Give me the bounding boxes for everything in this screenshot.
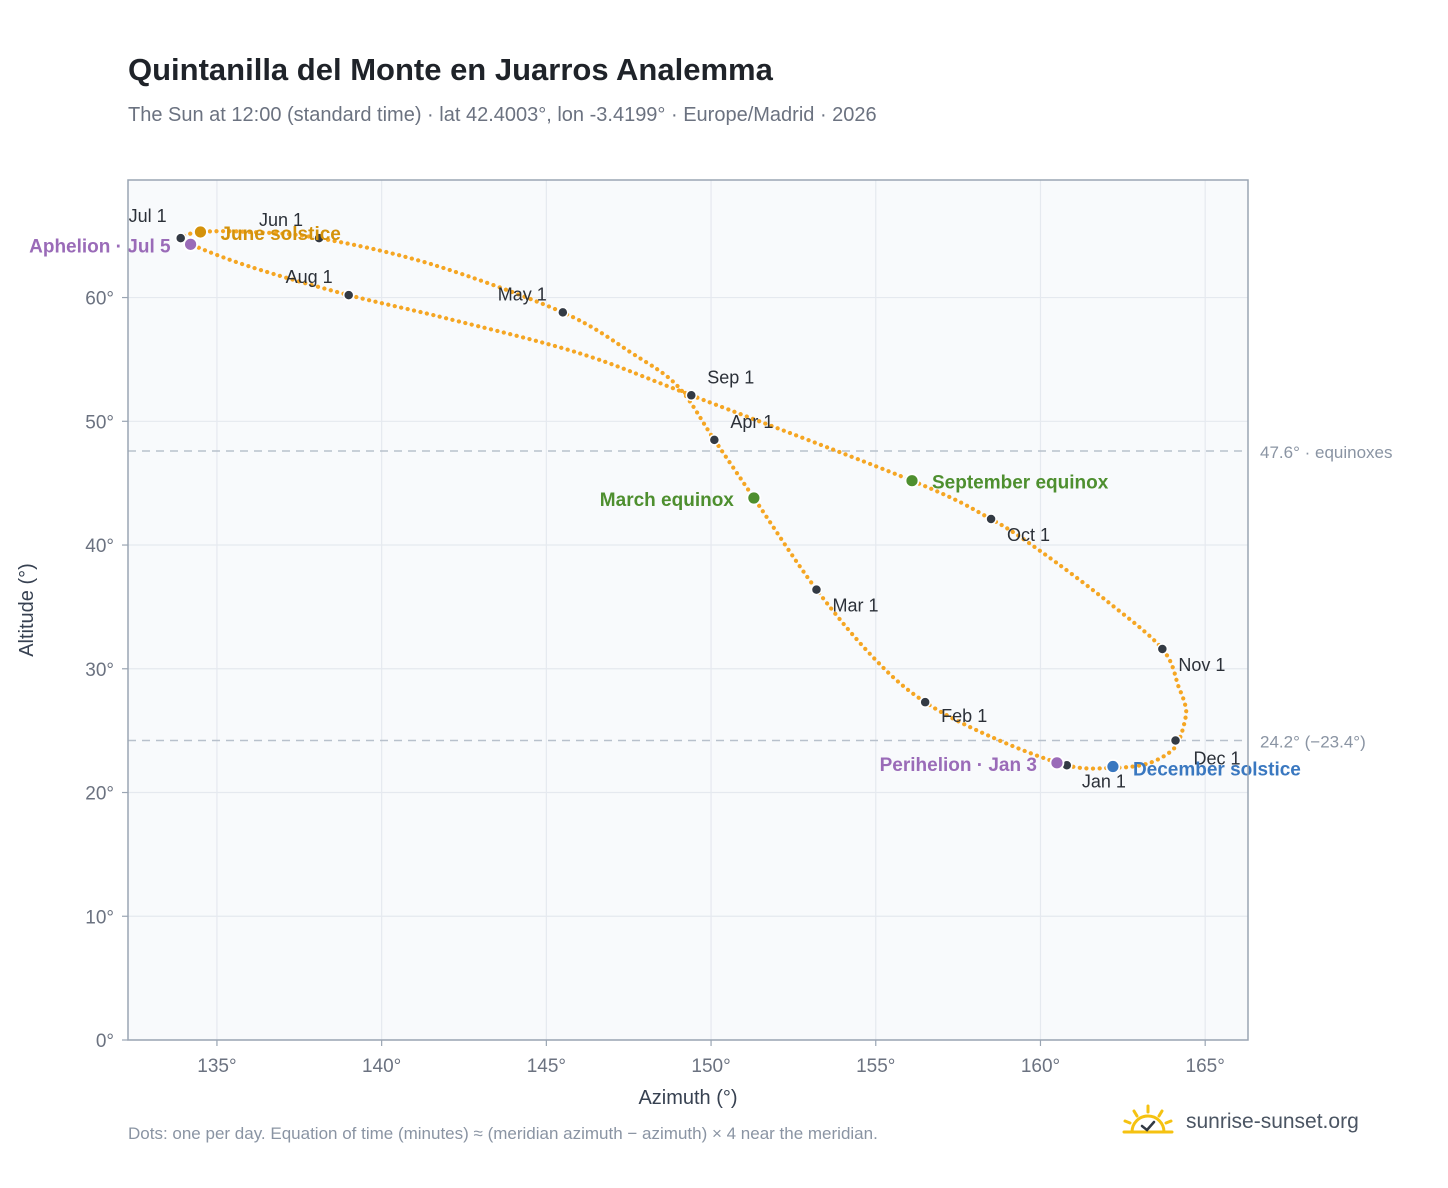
event-marker (1105, 759, 1121, 774)
month-label: Aug 1 (286, 267, 333, 287)
x-axis-label: Azimuth (°) (638, 1087, 737, 1109)
reference-line-label: 47.6° · equinoxes (1260, 443, 1393, 462)
plot-area (128, 180, 1248, 1040)
month-label: Sep 1 (707, 367, 754, 387)
event-label: December solstice (1133, 760, 1301, 781)
month-label: Jun 1 (259, 210, 303, 230)
y-tick-label: 0° (96, 1031, 114, 1052)
month-label: Mar 1 (832, 596, 878, 616)
month-marker (708, 434, 721, 446)
x-tick-label: 150° (691, 1056, 730, 1077)
month-label: Dec 1 (1194, 749, 1241, 769)
y-tick-label: 20° (85, 784, 114, 805)
event-marker (183, 236, 198, 252)
event-marker (746, 490, 762, 506)
y-tick-label: 10° (85, 907, 114, 928)
brand[interactable]: sunrise-sunset.org (1120, 1102, 1359, 1142)
month-label: Feb 1 (941, 706, 987, 726)
month-marker (557, 306, 569, 319)
month-marker (313, 232, 325, 244)
event-label: Aphelion · Jul 5 (29, 236, 171, 257)
plot-frame (127, 179, 1249, 1041)
reference-line-label: 24.2° (−23.4°) (1260, 733, 1366, 752)
month-marker (810, 583, 823, 596)
event-label: March equinox (600, 490, 735, 511)
y-tick-label: 50° (85, 412, 114, 433)
chart-title: Quintanilla del Monte en Juarros Analemm… (128, 52, 773, 87)
month-label: Jul 1 (129, 206, 167, 226)
x-tick-label: 155° (856, 1056, 895, 1077)
x-tick-label: 135° (197, 1056, 236, 1077)
month-marker (985, 513, 997, 525)
sun-logo-icon (1122, 1104, 1174, 1134)
month-label: Oct 1 (1007, 525, 1050, 545)
month-label: Nov 1 (1178, 655, 1225, 675)
footnote: Dots: one per day. Equation of time (min… (128, 1124, 878, 1143)
x-tick-label: 165° (1186, 1056, 1225, 1077)
analemma-path (177, 229, 1189, 771)
event-label: June solstice (220, 224, 340, 245)
event-markers: June solstice Aphelion · Jul 5 March equin… (29, 224, 1301, 781)
month-marker (919, 696, 931, 708)
event-label: September equinox (932, 473, 1109, 494)
analemma-curve (177, 229, 1189, 771)
event-marker (904, 473, 920, 489)
month-marker (174, 232, 187, 244)
brand-name: sunrise-sunset.org (1186, 1110, 1359, 1133)
y-axis-label: Altitude (°) (16, 563, 38, 657)
chart-subtitle: The Sun at 12:00 (standard time) · lat 4… (128, 104, 877, 126)
event-marker (193, 224, 208, 240)
month-marker (685, 389, 698, 402)
month-label: Apr 1 (730, 412, 773, 432)
event-marker (1049, 755, 1065, 771)
axis-ticks: 135° 140° 145° 150° 155° 160° 165° 0° 10° 20° 30° 4… (85, 289, 1225, 1077)
y-tick-label: 30° (85, 660, 114, 681)
month-label: Jan 1 (1082, 771, 1126, 791)
y-tick-label: 60° (85, 289, 114, 310)
month-markers: Jan 1 Feb 1 Mar 1 Apr 1 May 1 Jun 1 Jul 1 Aug 1… (129, 206, 1241, 791)
reference-lines: 47.6° · equinoxes 24.2° (−23.4°) (128, 443, 1393, 752)
month-label: May 1 (498, 284, 547, 304)
x-tick-label: 145° (527, 1056, 566, 1077)
month-marker (342, 289, 355, 301)
month-marker (1169, 734, 1182, 747)
y-tick-label: 40° (85, 536, 114, 557)
x-tick-label: 160° (1021, 1056, 1060, 1077)
x-tick-label: 140° (362, 1056, 401, 1077)
event-label: Perihelion · Jan 3 (880, 755, 1037, 776)
month-marker (1156, 643, 1169, 655)
